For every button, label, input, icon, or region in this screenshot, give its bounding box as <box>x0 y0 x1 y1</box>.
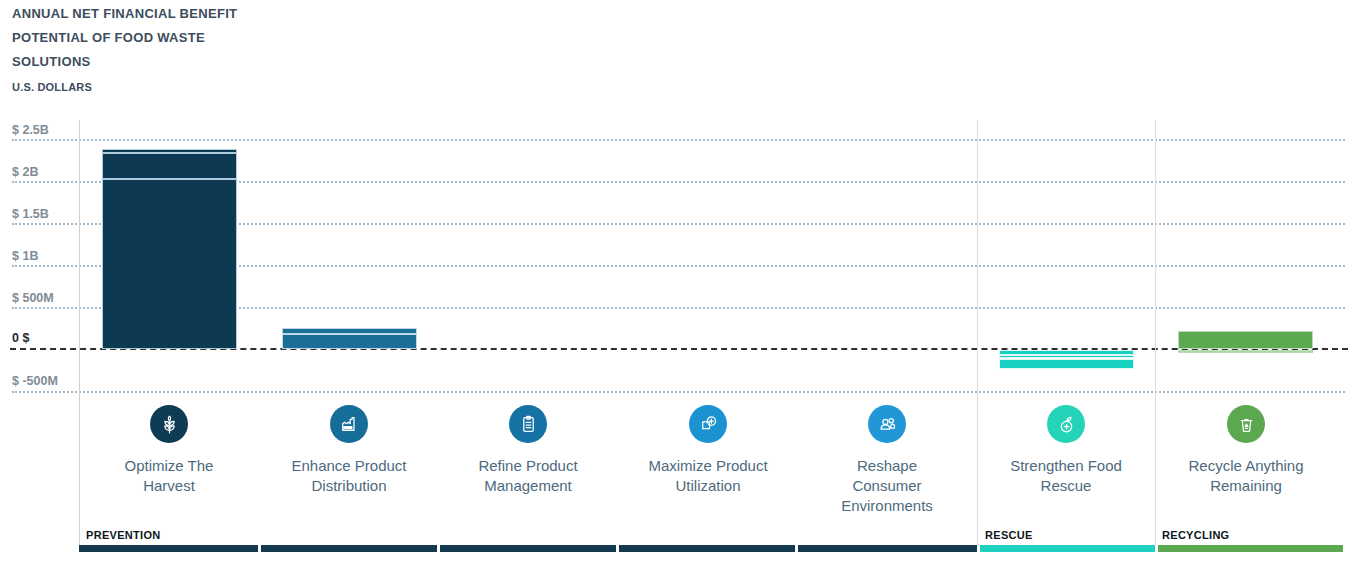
gridline-2500m <box>12 139 1345 141</box>
prevention-band-segment <box>619 545 795 552</box>
bar-segment[interactable] <box>282 328 417 333</box>
category-refine-management: Refine Product Management <box>440 405 616 496</box>
bar-segment[interactable] <box>1178 350 1313 353</box>
bar-segment[interactable] <box>999 355 1134 358</box>
food-waste-benefit-chart: ANNUAL NET FINANCIAL BENEFIT POTENTIAL O… <box>0 0 1354 561</box>
category-reshape-environments: Reshape Consumer Environments <box>799 405 975 516</box>
y-tick-2000m: $ 2B <box>12 165 38 179</box>
category-label: Enhance Product Distribution <box>261 456 437 496</box>
gridline-neg500m <box>12 391 1345 393</box>
square-plus-icon[interactable] <box>689 405 727 443</box>
rescue-band <box>980 545 1155 552</box>
prevention-band-segment <box>440 545 616 552</box>
clipboard-icon[interactable] <box>509 405 547 443</box>
group-label-prevention: PREVENTION <box>86 529 161 541</box>
bar-segment[interactable] <box>102 153 237 179</box>
category-label: Refine Product Management <box>440 456 616 496</box>
prevention-band-segment <box>261 545 437 552</box>
category-maximize-utilization: Maximize Product Utilization <box>620 405 796 496</box>
group-label-rescue: RESCUE <box>985 529 1033 541</box>
bar-segment[interactable] <box>1178 331 1313 349</box>
y-tick-2500m: $ 2.5B <box>12 123 49 137</box>
bar-segment[interactable] <box>102 149 237 153</box>
y-axis-line <box>79 120 80 545</box>
bar-segment[interactable] <box>999 359 1134 369</box>
bar-segment[interactable] <box>999 350 1134 355</box>
wheat-icon[interactable] <box>150 405 188 443</box>
chart-title-line-2: POTENTIAL OF FOOD WASTE <box>12 30 205 45</box>
bar-segment[interactable] <box>102 179 237 349</box>
chart-title-line-1: ANNUAL NET FINANCIAL BENEFIT <box>12 6 237 21</box>
recycling-section-divider <box>1155 120 1156 545</box>
category-strengthen-rescue: Strengthen Food Rescue <box>978 405 1154 496</box>
y-tick-zero: 0 $ <box>12 331 29 345</box>
people-icon[interactable] <box>868 405 906 443</box>
category-label: Optimize The Harvest <box>81 456 257 496</box>
category-recycle-remaining: Recycle Anything Remaining <box>1158 405 1334 496</box>
bar-segment[interactable] <box>282 334 417 349</box>
prevention-band-segment <box>79 545 258 552</box>
category-label: Reshape Consumer Environments <box>799 456 975 516</box>
category-label: Recycle Anything Remaining <box>1158 456 1334 496</box>
fruit-plus-icon[interactable] <box>1047 405 1085 443</box>
y-tick-1500m: $ 1.5B <box>12 207 49 221</box>
recycling-band <box>1158 545 1343 552</box>
category-optimize-harvest: Optimize The Harvest <box>81 405 257 496</box>
y-tick-1000m: $ 1B <box>12 249 38 263</box>
prevention-band-segment <box>798 545 977 552</box>
category-label: Strengthen Food Rescue <box>978 456 1154 496</box>
chart-units-label: U.S. DOLLARS <box>12 81 92 93</box>
group-label-recycling: RECYCLING <box>1162 529 1229 541</box>
y-tick-500m: $ 500M <box>12 291 54 305</box>
factory-icon[interactable] <box>330 405 368 443</box>
category-enhance-distribution: Enhance Product Distribution <box>261 405 437 496</box>
category-label: Maximize Product Utilization <box>620 456 796 496</box>
recycle-bin-icon[interactable] <box>1227 405 1265 443</box>
y-tick-neg500m: $ -500M <box>12 374 58 388</box>
chart-title-line-3: SOLUTIONS <box>12 54 91 69</box>
